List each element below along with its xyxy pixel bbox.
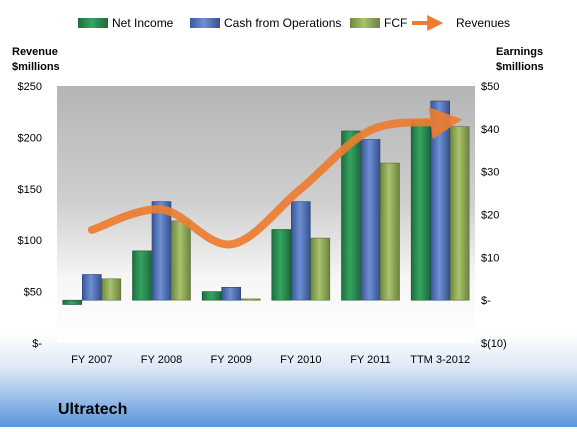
right-axis-title-line1: Earnings [496,46,543,58]
bar-cash-from-operations-ttm-3-2012 [430,100,451,301]
x-tick-label-fy-2007: FY 2007 [71,354,112,366]
legend-label-fcf: FCF [384,16,407,30]
bars-layer [62,100,470,305]
x-tick-label-fy-2010: FY 2010 [280,354,321,366]
bar-fcf-fy-2011 [380,162,400,301]
legend-swatch-net-income [78,18,108,28]
legend-label-net-income: Net Income [112,16,174,30]
left-tick-label: $200 [18,132,42,144]
bar-net-income-ttm-3-2012 [410,120,431,301]
legend-swatch-cash-from-operations [190,18,220,28]
right-axis-title-line2: $millions [496,61,544,73]
bar-cash-from-operations-fy-2007 [82,274,102,301]
right-tick-label: $50 [481,81,499,93]
left-tick-label: $50 [24,287,42,299]
bar-cash-from-operations-fy-2011 [360,139,381,301]
left-tick-label: $- [32,338,42,350]
bar-cash-from-operations-fy-2009 [221,286,241,301]
bar-cash-from-operations-fy-2008 [151,201,172,301]
right-tick-label: $20 [481,210,499,222]
bar-fcf-fy-2007 [101,278,122,301]
x-tick-label-fy-2008: FY 2008 [141,354,182,366]
x-tick-label-ttm-3-2012: TTM 3-2012 [410,354,470,366]
right-tick-label: $(10) [481,338,507,350]
left-tick-label: $250 [18,81,42,93]
legend-label-revenues: Revenues [456,16,510,30]
x-tick-label-fy-2009: FY 2009 [211,354,252,366]
left-tick-label: $150 [18,184,42,196]
bar-fcf-fy-2010 [310,237,331,301]
legend-label-cash-from-operations: Cash from Operations [224,16,341,30]
revenue-line-layer [87,107,463,249]
bar-fcf-ttm-3-2012 [449,126,470,301]
right-tick-label: $40 [481,124,499,136]
legend: Net Income Cash from Operations FCF Reve… [78,15,510,31]
tick-labels-layer: $- $50 $100 $150 $200 $250 $(10) $- $10 $20 $30 $40… [18,81,507,366]
bar-cash-from-operations-fy-2010 [290,201,311,301]
x-tick-label-fy-2011: FY 2011 [350,354,391,366]
bar-fcf-fy-2009 [240,298,261,301]
bar-net-income-fy-2010 [271,229,292,301]
left-axis-title-line1: Revenue [12,46,58,58]
line-revenues [87,107,463,249]
bar-net-income-fy-2011 [341,130,361,301]
bar-fcf-fy-2008 [171,220,191,301]
bar-net-income-fy-2009 [201,291,222,301]
legend-swatch-fcf [350,18,380,28]
company-name: Ultratech [58,401,127,418]
right-tick-label: $10 [481,252,499,264]
bar-net-income-fy-2007 [62,299,83,305]
right-tick-label: $30 [481,167,499,179]
bar-net-income-fy-2008 [132,250,152,301]
left-tick-label: $100 [18,235,42,247]
right-tick-label: $- [481,295,491,307]
left-axis-title-line2: $millions [12,61,60,73]
